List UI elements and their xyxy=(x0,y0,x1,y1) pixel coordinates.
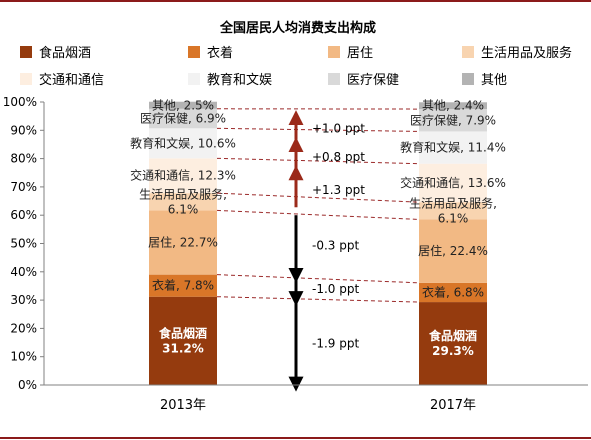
y-tick-label: 100% xyxy=(3,95,37,109)
y-tick-label: 10% xyxy=(10,350,37,364)
y-tick-label: 70% xyxy=(10,180,37,194)
bar-segment-series-5 xyxy=(419,131,487,164)
data-label-series-3: 生活用品及服务, xyxy=(409,195,497,210)
legend-label-series-3: 生活用品及服务 xyxy=(481,45,572,61)
y-tick-label: 20% xyxy=(10,321,37,335)
data-label-series-1: 衣着, 7.8% xyxy=(152,278,214,293)
connector-line xyxy=(216,192,420,203)
legend-swatch-series-3 xyxy=(462,46,474,58)
bar-segment-series-3 xyxy=(149,193,217,211)
y-tick-label: 0% xyxy=(18,378,37,392)
change-annotation-label: -1.0 ppt xyxy=(312,282,359,296)
connector-lines xyxy=(216,108,420,303)
y-tick-label: 30% xyxy=(10,293,37,307)
data-label-series-5: 教育和文娱, 11.4% xyxy=(400,140,506,155)
data-label-series-7: 其他, 2.5% xyxy=(152,98,214,112)
legend-label-series-2: 居住 xyxy=(347,46,373,61)
data-label-series-0: 31.2% xyxy=(162,341,204,355)
legend-label-series-4: 交通和通信 xyxy=(39,72,104,88)
data-label-series-4: 交通和通信, 12.3% xyxy=(130,168,236,183)
x-tick-label: 2017年 xyxy=(430,398,476,413)
y-tick-label: 50% xyxy=(10,237,37,251)
data-label-series-2: 居住, 22.4% xyxy=(418,244,488,258)
change-annotations: +1.0 ppt +0.8 ppt +1.3 ppt -0.3 ppt -1.0 ppt… xyxy=(288,110,365,392)
connector-line xyxy=(216,296,420,303)
change-annotation-label: +1.3 ppt xyxy=(312,183,365,197)
legend-swatch-series-2 xyxy=(328,46,340,58)
bar-segment-series-6 xyxy=(149,108,217,129)
bar-segment-series-0 xyxy=(419,302,487,385)
legend-swatch-series-1 xyxy=(188,46,200,58)
legend-label-series-5: 教育和文娱 xyxy=(207,72,272,88)
bar-segment-series-4 xyxy=(149,158,217,194)
connector-line xyxy=(216,127,420,132)
bar-segment-series-7 xyxy=(149,101,217,109)
change-annotation-label: +0.8 ppt xyxy=(312,150,365,164)
y-tick-label: 60% xyxy=(10,208,37,222)
bar-segment-series-4 xyxy=(419,163,487,203)
bar-segment-series-6 xyxy=(419,109,487,132)
legend-swatch-series-4 xyxy=(20,73,32,85)
y-tick-label: 90% xyxy=(10,123,37,137)
connector-line xyxy=(216,209,420,220)
bar-segment-series-5 xyxy=(149,128,217,159)
connector-line xyxy=(216,157,420,165)
legend-label-series-6: 医疗保健 xyxy=(347,73,399,88)
data-label-series-0: 食品烟酒 xyxy=(428,328,477,343)
data-label-series-7: 其他, 2.4% xyxy=(422,99,484,113)
x-tick-label: 2013年 xyxy=(160,398,206,413)
legend-swatch-series-5 xyxy=(188,73,200,85)
bar-segment-series-1 xyxy=(419,282,487,303)
bar-segment-series-3 xyxy=(419,202,487,220)
data-label-series-5: 教育和文娱, 10.6% xyxy=(130,135,236,150)
data-label-series-4: 交通和通信, 13.6% xyxy=(400,175,506,190)
data-label-series-1: 衣着, 6.8% xyxy=(422,284,484,299)
legend-swatch-series-0 xyxy=(20,46,32,58)
bar-segment-series-7 xyxy=(419,102,487,110)
legend-swatch-series-7 xyxy=(462,73,474,85)
data-label-series-3: 生活用品及服务, xyxy=(139,186,227,201)
data-label-series-0: 29.3% xyxy=(432,344,474,358)
data-label-series-2: 居住, 22.7% xyxy=(148,236,218,250)
legend-label-series-1: 衣着 xyxy=(207,45,233,61)
change-annotation-label: -0.3 ppt xyxy=(312,238,359,252)
y-tick-label: 80% xyxy=(10,152,37,166)
legend-label-series-0: 食品烟酒 xyxy=(39,45,91,61)
bar-segment-series-0 xyxy=(149,296,217,385)
bar-segment-series-2 xyxy=(419,219,487,283)
data-label-series-6: 医疗保健, 6.9% xyxy=(140,112,226,126)
bar-segment-series-2 xyxy=(149,210,217,275)
data-label-series-6: 医疗保健, 7.9% xyxy=(410,113,496,127)
change-annotation-label: -1.9 ppt xyxy=(312,336,359,350)
legend-swatch-series-6 xyxy=(328,73,340,85)
x-axis: 2013年 2017年 xyxy=(44,384,588,413)
data-label-series-0: 食品烟酒 xyxy=(158,325,207,340)
chart-title: 全国居民人均消费支出构成 xyxy=(219,20,376,36)
y-tick-label: 40% xyxy=(10,265,37,279)
data-label-series-3: 6.1% xyxy=(168,202,199,216)
connector-line xyxy=(216,274,420,284)
y-axis: 0% 10% 20% 30% 40% 50% 60% 70% 80% 90% 100% xyxy=(3,95,45,392)
bar-segment-series-1 xyxy=(149,274,217,297)
legend-label-series-7: 其他 xyxy=(481,73,507,88)
data-label-series-3: 6.1% xyxy=(438,211,469,225)
change-annotation-label: +1.0 ppt xyxy=(312,122,365,136)
